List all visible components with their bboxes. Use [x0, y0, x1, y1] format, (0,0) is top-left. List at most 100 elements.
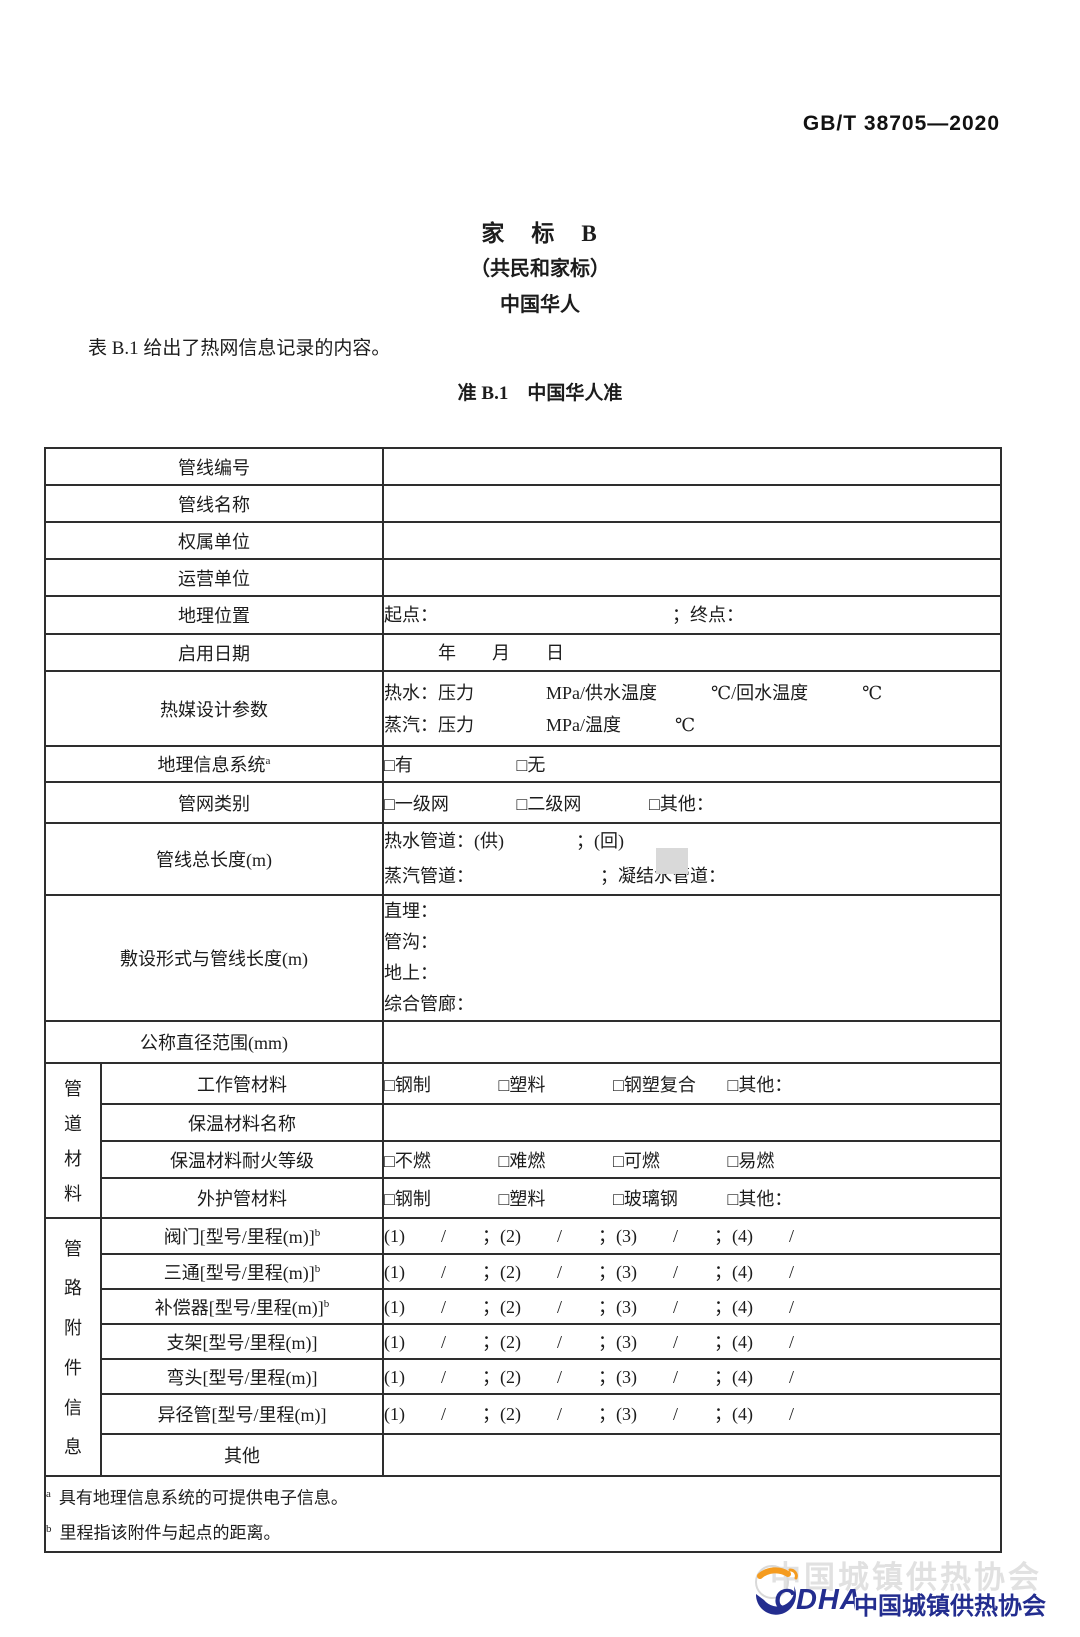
- table-row: 补偿器[型号/里程(m)]b (1) / ；(2) / ；(3) / ；(4) …: [45, 1288, 1002, 1325]
- row-label: 保温材料名称: [188, 1113, 296, 1134]
- value-cell: □不燃 □难燃 □可燃 □易燃: [382, 1140, 1002, 1179]
- checkbox-option: □其他：: [727, 1189, 793, 1209]
- row-label: 支架[型号/里程(m)]: [166, 1332, 318, 1353]
- row-label: 管线编号: [178, 457, 250, 478]
- row-label-cell: 管线名称: [44, 484, 384, 523]
- group-char: 道: [64, 1113, 82, 1134]
- footnote-marker: b: [323, 1297, 330, 1310]
- checkbox-option: □可燃: [613, 1150, 660, 1171]
- value-cell-empty: [382, 484, 1002, 523]
- table-row: 其他: [45, 1433, 1002, 1477]
- value-cell: (1) / ；(2) / ；(3) / ；(4) /: [382, 1217, 1002, 1255]
- value-line: 蒸汽：压力 MPa/温度 ℃: [384, 714, 696, 735]
- row-label-cell: 敷设形式与管线长度(m): [44, 894, 384, 1022]
- value-cell: □钢制 □塑料 □钢塑复合 □其他：: [382, 1062, 1002, 1105]
- logo-abbr: CDHA: [774, 1584, 862, 1616]
- table-row: 公称直径范围(mm): [44, 1020, 1002, 1064]
- table-row: 管线名称: [44, 484, 1002, 523]
- checkbox-option: □塑料: [498, 1189, 546, 1209]
- value-line: 热水：压力 MPa/供水温度 ℃/回水温度 ℃: [384, 682, 883, 703]
- value-cell-empty: [382, 447, 1002, 486]
- value-line: (1) / ；(2) / ；(3) / ；(4) /: [384, 1331, 794, 1352]
- row-label: 权属单位: [178, 531, 250, 552]
- table-row: 热媒设计参数 热水：压力 MPa/供水温度 ℃/回水温度 ℃ 蒸汽：压力 MPa…: [44, 670, 1002, 747]
- table-row: 支架[型号/里程(m)] (1) / ；(2) / ；(3) / ；(4) /: [45, 1323, 1002, 1360]
- logo-watermark-text: 中国城镇供热协会: [770, 1560, 1042, 1595]
- checkbox-option: □一级网: [384, 793, 449, 814]
- footnote-text: 具有地理信息系统的可提供电子信息。: [58, 1489, 348, 1508]
- row-label-cell: 其他: [100, 1433, 384, 1477]
- checkbox-option: □难燃: [498, 1150, 546, 1171]
- row-label: 热媒设计参数: [160, 699, 268, 720]
- table-row: 敷设形式与管线长度(m) 直埋： 管沟： 地上： 综合管廊：: [44, 894, 1002, 1022]
- value-line: 综合管廊：: [384, 994, 474, 1014]
- table-row: 保温材料耐火等级 □不燃 □难燃 □可燃 □易燃: [45, 1140, 1002, 1179]
- row-label-cell: 地理信息系统a: [44, 745, 384, 783]
- row-label: 保温材料耐火等级: [170, 1150, 314, 1171]
- value-cell: 直埋： 管沟： 地上： 综合管廊：: [382, 894, 1002, 1022]
- footnote-marker: b: [314, 1262, 321, 1275]
- value-cell: □有 □无: [382, 745, 1002, 783]
- checkbox-option: □无: [516, 755, 546, 775]
- group-char: 路: [64, 1278, 82, 1299]
- value-cell-empty: [382, 1020, 1002, 1064]
- value-line: 直埋：: [384, 901, 438, 921]
- row-label-cell: 启用日期: [44, 633, 384, 672]
- footnote: b 里程指该附件与起点的距离。: [46, 1514, 1000, 1549]
- table-notes-row: a 具有地理信息系统的可提供电子信息。 b 里程指该附件与起点的距离。: [44, 1475, 1002, 1553]
- table-row: 三通[型号/里程(m)]b (1) / ；(2) / ；(3) / ；(4) /: [45, 1253, 1002, 1290]
- row-label: 地理信息系统: [157, 755, 266, 775]
- row-label: 补偿器[型号/里程(m)]: [154, 1297, 324, 1318]
- group-cell-fittings-info: 管 路 附 件 信 息: [44, 1217, 102, 1477]
- row-label-cell: 管线总长度(m): [44, 822, 384, 896]
- value-line: (1) / ；(2) / ；(3) / ；(4) /: [384, 1226, 794, 1246]
- value-cell: 热水：压力 MPa/供水温度 ℃/回水温度 ℃ 蒸汽：压力 MPa/温度 ℃: [382, 670, 1002, 747]
- footnote-text: 里程指该附件与起点的距离。: [59, 1523, 281, 1543]
- value-line: (1) / ；(2) / ；(3) / ；(4) /: [384, 1404, 794, 1424]
- value-cell-empty: [382, 558, 1002, 597]
- appendix-subtitle-2: 中国华人: [500, 294, 580, 316]
- checkbox-option: □易燃: [727, 1150, 775, 1171]
- checkbox-option: □其他：: [649, 793, 714, 814]
- checkbox-option: □不燃: [384, 1150, 431, 1171]
- value-line: 起点： ；终点：: [384, 605, 744, 625]
- row-label-cell: 权属单位: [44, 521, 384, 560]
- row-label-cell: 保温材料名称: [100, 1103, 384, 1142]
- appendix-subtitle: （共民和家标）: [470, 258, 610, 280]
- value-line: (1) / ；(2) / ；(3) / ；(4) /: [384, 1296, 794, 1317]
- row-label-cell: 运营单位: [44, 558, 384, 597]
- record-table: 管线编号 管线名称 权属单位 运营单位 地理位置 起点： ；终点： 启用日期 年…: [44, 447, 1002, 1553]
- value-cell: (1) / ；(2) / ；(3) / ；(4) /: [382, 1393, 1002, 1435]
- row-label: 三通[型号/里程(m)]: [163, 1262, 315, 1283]
- value-line: (1) / ；(2) / ；(3) / ；(4) /: [384, 1261, 794, 1282]
- checkbox-option: □有: [384, 755, 413, 775]
- group-char: 管: [64, 1238, 82, 1259]
- value-cell: (1) / ；(2) / ；(3) / ；(4) /: [382, 1288, 1002, 1325]
- value-line: 年 月 日: [384, 642, 564, 663]
- checkbox-option: □二级网: [516, 793, 582, 814]
- table-row: 地理信息系统a □有 □无: [44, 745, 1002, 783]
- group-char: 信: [64, 1397, 82, 1418]
- intro-paragraph: 表 B.1 给出了热网信息记录的内容。: [88, 338, 391, 359]
- value-cell: (1) / ；(2) / ；(3) / ；(4) /: [382, 1253, 1002, 1290]
- row-label-cell: 支架[型号/里程(m)]: [100, 1323, 384, 1360]
- row-label-cell: 热媒设计参数: [44, 670, 384, 747]
- checkbox-option: □塑料: [498, 1074, 546, 1095]
- table-row: 运营单位: [44, 558, 1002, 597]
- footnote-marker: b: [46, 1523, 52, 1535]
- table-row: 保温材料名称: [45, 1103, 1002, 1142]
- group-char: 材: [64, 1149, 82, 1170]
- table-row: 管网类别 □一级网 □二级网 □其他：: [44, 781, 1002, 824]
- checkbox-option: □钢制: [384, 1074, 431, 1095]
- value-line: 蒸汽管道： ；凝结水管道：: [384, 866, 726, 886]
- value-line: 地上：: [384, 963, 438, 983]
- group-char: 料: [64, 1184, 82, 1205]
- value-cell: (1) / ；(2) / ；(3) / ；(4) /: [382, 1323, 1002, 1360]
- table-row: 弯头[型号/里程(m)] (1) / ；(2) / ；(3) / ；(4) /: [45, 1358, 1002, 1395]
- table-caption: 准 B.1 中国华人准: [457, 383, 623, 404]
- standard-code: GB/T 38705—2020: [802, 112, 1000, 135]
- value-cell: (1) / ；(2) / ；(3) / ；(4) /: [382, 1358, 1002, 1395]
- table-row: 管 道 材 料 工作管材料 □钢制 □塑料 □钢塑复合 □其他：: [44, 1062, 1002, 1219]
- value-cell: □一级网 □二级网 □其他：: [382, 781, 1002, 824]
- row-label: 管线总长度(m): [156, 850, 272, 870]
